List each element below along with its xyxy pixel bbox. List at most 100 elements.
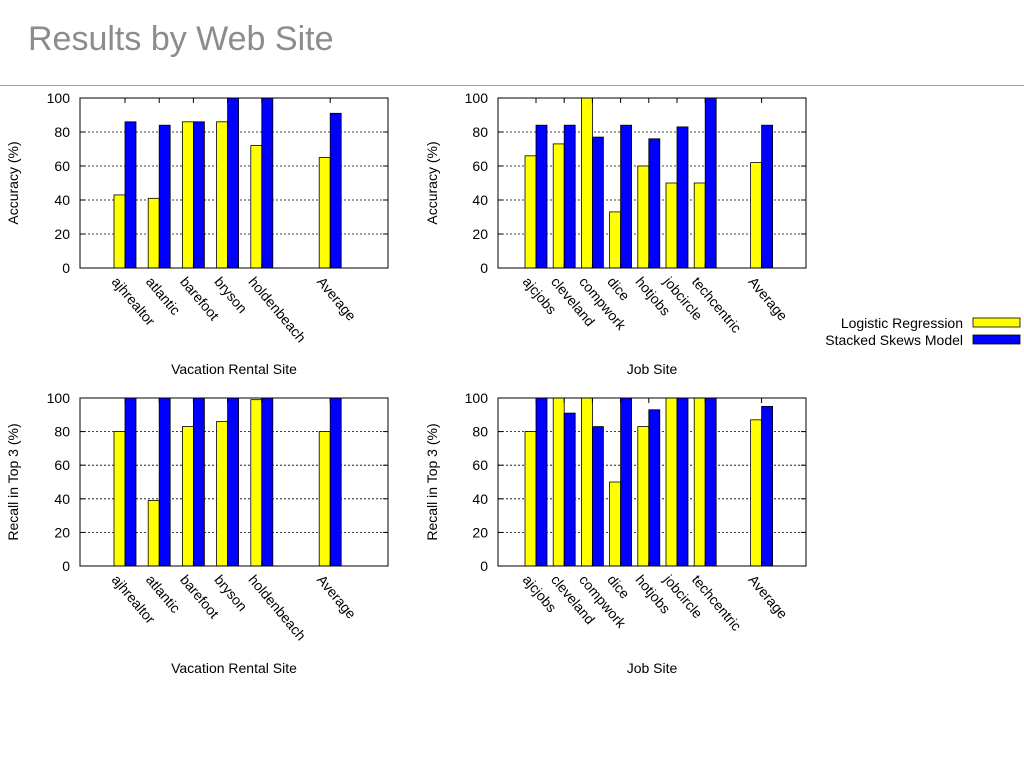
legend-label: Stacked Skews Model — [825, 332, 963, 348]
chart-3: 020406080100ajhrealtoratlanticbarefootbr… — [5, 390, 389, 676]
chart-2: 020406080100ajcjobsclevelandcompworkdice… — [424, 90, 807, 377]
bar-stacked-skews-model — [592, 426, 604, 567]
bar-logistic-regression — [524, 431, 537, 567]
bar-logistic-regression — [318, 431, 331, 567]
y-tick-label: 80 — [472, 124, 488, 140]
legend-label: Logistic Regression — [841, 315, 963, 331]
y-tick-label: 60 — [54, 158, 70, 174]
y-axis-label: Recall in Top 3 (%) — [424, 423, 440, 540]
bar-stacked-skews-model — [261, 97, 274, 269]
y-tick-label: 40 — [472, 491, 488, 507]
page-title: Results by Web Site — [28, 20, 334, 58]
x-tick-label: Average — [745, 274, 791, 324]
plot-frame — [79, 97, 389, 269]
y-tick-label: 100 — [465, 390, 489, 406]
y-tick-label: 80 — [54, 424, 70, 440]
y-tick-label: 20 — [54, 524, 70, 540]
x-tick-label: Average — [314, 274, 360, 324]
bar-stacked-skews-model — [158, 397, 171, 567]
y-tick-label: 60 — [54, 457, 70, 473]
y-tick-label: 0 — [480, 558, 488, 574]
x-axis-label: Job Site — [627, 361, 678, 377]
bar-logistic-regression — [552, 397, 565, 567]
bar-logistic-regression — [113, 194, 126, 269]
bar-logistic-regression — [216, 421, 229, 567]
bar-logistic-regression — [552, 143, 565, 269]
bar-stacked-skews-model — [261, 397, 274, 567]
bar-stacked-skews-model — [158, 124, 171, 269]
bar-stacked-skews-model — [620, 397, 632, 567]
chart-4: 020406080100ajcjobsclevelandcompworkdice… — [424, 390, 807, 676]
y-tick-label: 100 — [47, 390, 71, 406]
bar-stacked-skews-model — [676, 126, 689, 269]
bar-stacked-skews-model — [761, 124, 773, 269]
bar-logistic-regression — [147, 500, 160, 567]
plot-frame — [79, 397, 389, 567]
chart-1: 020406080100ajhrealtoratlanticbarefootbr… — [5, 90, 389, 377]
bar-logistic-regression — [216, 121, 229, 269]
bar-stacked-skews-model — [704, 397, 717, 567]
legend-swatch — [972, 317, 1021, 328]
bar-stacked-skews-model — [761, 405, 773, 567]
bar-stacked-skews-model — [648, 409, 661, 567]
y-tick-label: 0 — [62, 260, 70, 276]
bar-logistic-regression — [750, 419, 762, 567]
bar-stacked-skews-model — [592, 136, 604, 269]
bar-logistic-regression — [318, 157, 331, 269]
bar-logistic-regression — [750, 162, 762, 269]
y-tick-label: 80 — [472, 424, 488, 440]
x-tick-label: holdenbeach — [246, 274, 310, 346]
bar-logistic-regression — [181, 426, 194, 567]
y-axis-label: Accuracy (%) — [5, 141, 21, 224]
title-divider — [0, 85, 1024, 86]
bar-stacked-skews-model — [648, 138, 661, 269]
bar-stacked-skews-model — [535, 397, 548, 567]
bar-stacked-skews-model — [563, 124, 576, 269]
bar-logistic-regression — [113, 431, 126, 567]
y-tick-label: 0 — [62, 558, 70, 574]
bar-stacked-skews-model — [704, 97, 717, 269]
plot-frame — [497, 97, 807, 269]
y-axis-label: Recall in Top 3 (%) — [5, 423, 21, 540]
bar-logistic-regression — [250, 145, 263, 269]
bar-logistic-regression — [581, 397, 593, 567]
bar-stacked-skews-model — [192, 121, 205, 269]
x-tick-label: Average — [314, 572, 360, 622]
bar-logistic-regression — [637, 165, 650, 269]
bar-stacked-skews-model — [227, 397, 240, 567]
y-tick-label: 20 — [472, 226, 488, 242]
bar-logistic-regression — [181, 121, 194, 269]
y-tick-label: 60 — [472, 158, 488, 174]
y-tick-label: 20 — [54, 226, 70, 242]
bar-logistic-regression — [665, 182, 678, 269]
y-tick-label: 40 — [54, 192, 70, 208]
bar-logistic-regression — [693, 182, 706, 269]
bar-stacked-skews-model — [563, 412, 576, 567]
plot-frame — [497, 397, 807, 567]
bar-stacked-skews-model — [192, 397, 205, 567]
y-tick-label: 40 — [54, 491, 70, 507]
bar-logistic-regression — [637, 426, 650, 567]
bar-stacked-skews-model — [620, 124, 632, 269]
bar-logistic-regression — [693, 397, 706, 567]
x-tick-label: holdenbeach — [246, 572, 310, 644]
bar-stacked-skews-model — [124, 121, 137, 269]
bar-logistic-regression — [609, 211, 621, 269]
y-tick-label: 20 — [472, 524, 488, 540]
bar-logistic-regression — [665, 397, 678, 567]
bar-stacked-skews-model — [124, 397, 137, 567]
x-axis-label: Vacation Rental Site — [171, 660, 297, 676]
bar-logistic-regression — [524, 155, 537, 269]
bar-logistic-regression — [581, 97, 593, 269]
bar-stacked-skews-model — [535, 124, 548, 269]
bar-logistic-regression — [147, 197, 160, 269]
bar-stacked-skews-model — [329, 397, 342, 567]
bar-stacked-skews-model — [227, 97, 240, 269]
x-tick-label: Average — [745, 572, 791, 622]
y-tick-label: 100 — [47, 90, 71, 106]
y-tick-label: 0 — [480, 260, 488, 276]
bar-logistic-regression — [609, 481, 621, 567]
y-axis-label: Accuracy (%) — [424, 141, 440, 224]
x-axis-label: Job Site — [627, 660, 678, 676]
